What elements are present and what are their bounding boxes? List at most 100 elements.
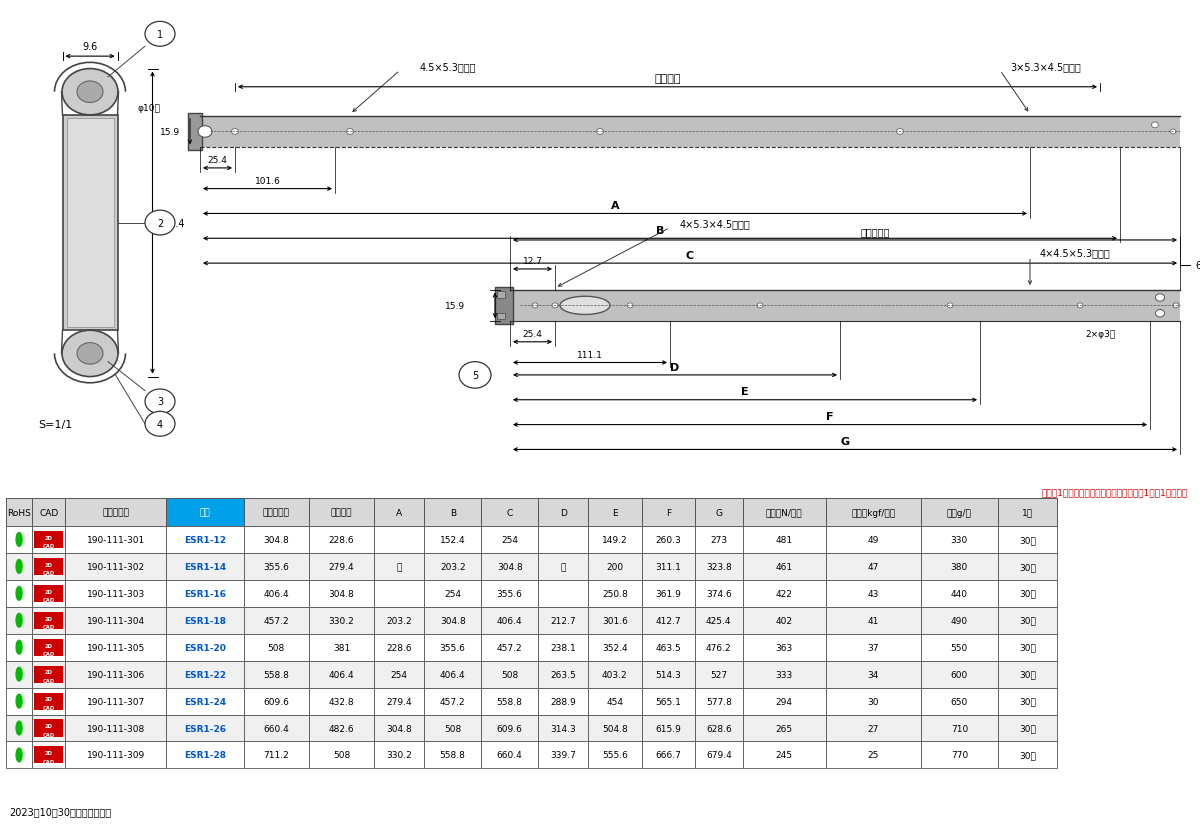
Bar xyxy=(826,526,920,553)
Text: 565.1: 565.1 xyxy=(655,696,682,705)
Bar xyxy=(588,634,642,661)
Circle shape xyxy=(1156,310,1164,318)
Bar xyxy=(998,688,1057,715)
Bar xyxy=(642,715,695,742)
Text: ESR1-28: ESR1-28 xyxy=(184,751,226,759)
Bar xyxy=(642,688,695,715)
Text: 406.4: 406.4 xyxy=(497,616,522,625)
Text: ESR1-26: ESR1-26 xyxy=(184,724,226,733)
Text: 3: 3 xyxy=(157,397,163,407)
Circle shape xyxy=(16,641,22,654)
Text: 323.8: 323.8 xyxy=(706,562,732,571)
Text: C: C xyxy=(506,508,512,517)
Circle shape xyxy=(552,304,558,308)
Text: 4×5.3×4.5長円穴: 4×5.3×4.5長円穴 xyxy=(680,219,751,229)
Bar xyxy=(695,607,743,634)
Bar xyxy=(642,581,695,607)
Bar xyxy=(308,715,374,742)
Bar xyxy=(62,116,118,331)
Bar xyxy=(66,119,114,327)
Bar xyxy=(374,715,424,742)
Bar xyxy=(695,526,743,553)
Bar xyxy=(920,634,998,661)
Text: 15.9: 15.9 xyxy=(445,302,466,310)
Text: CAD: CAD xyxy=(43,543,55,548)
Text: 260.3: 260.3 xyxy=(655,535,682,544)
Text: 238.1: 238.1 xyxy=(551,643,576,652)
Bar xyxy=(308,499,374,526)
Text: 190-111-303: 190-111-303 xyxy=(86,589,145,598)
Bar xyxy=(35,585,64,602)
Text: B: B xyxy=(450,508,456,517)
Text: G: G xyxy=(840,437,850,447)
Text: CAD: CAD xyxy=(43,678,55,683)
Text: 30本: 30本 xyxy=(1019,589,1036,598)
Bar xyxy=(588,553,642,581)
Bar xyxy=(826,634,920,661)
Bar xyxy=(374,634,424,661)
Bar xyxy=(826,742,920,768)
Text: 482.6: 482.6 xyxy=(329,724,354,733)
Bar xyxy=(167,661,244,688)
Bar xyxy=(35,639,64,656)
Bar xyxy=(743,499,826,526)
Circle shape xyxy=(145,211,175,236)
Bar xyxy=(66,499,167,526)
Circle shape xyxy=(145,390,175,414)
Text: 457.2: 457.2 xyxy=(264,616,289,625)
Bar xyxy=(244,581,308,607)
Text: 660.4: 660.4 xyxy=(263,724,289,733)
Bar xyxy=(743,742,826,768)
Bar xyxy=(35,612,64,629)
Bar xyxy=(424,661,481,688)
Text: レール長さ: レール長さ xyxy=(860,227,889,237)
Bar xyxy=(743,634,826,661)
Text: 2023年10月30日の情報です。: 2023年10月30日の情報です。 xyxy=(10,806,112,816)
Bar xyxy=(920,661,998,688)
Text: 403.2: 403.2 xyxy=(602,670,628,679)
Text: 609.6: 609.6 xyxy=(263,696,289,705)
Bar xyxy=(424,742,481,768)
Text: 質量g/本: 質量g/本 xyxy=(947,508,972,517)
Bar xyxy=(424,634,481,661)
Text: 263.5: 263.5 xyxy=(551,670,576,679)
Bar xyxy=(374,526,424,553)
Text: 2D: 2D xyxy=(44,696,53,701)
Bar xyxy=(642,553,695,581)
Bar xyxy=(244,553,308,581)
Text: 330: 330 xyxy=(950,535,968,544)
Bar xyxy=(998,715,1057,742)
Bar xyxy=(308,581,374,607)
Bar xyxy=(374,607,424,634)
Text: 200: 200 xyxy=(606,562,624,571)
Bar xyxy=(66,553,167,581)
Circle shape xyxy=(347,129,354,136)
Bar xyxy=(6,688,32,715)
Bar xyxy=(826,688,920,715)
Bar xyxy=(66,526,167,553)
Bar xyxy=(998,553,1057,581)
Bar xyxy=(826,553,920,581)
Text: 111.1: 111.1 xyxy=(577,351,602,359)
Bar xyxy=(308,742,374,768)
Text: 203.2: 203.2 xyxy=(440,562,466,571)
Bar xyxy=(6,742,32,768)
Text: RoHS: RoHS xyxy=(7,508,31,517)
Bar xyxy=(588,715,642,742)
Text: 615.9: 615.9 xyxy=(655,724,682,733)
Text: 30本: 30本 xyxy=(1019,562,1036,571)
Text: 304.8: 304.8 xyxy=(497,562,522,571)
Circle shape xyxy=(16,748,22,762)
Bar xyxy=(695,715,743,742)
Text: 1箱: 1箱 xyxy=(1022,508,1033,517)
Text: 耐荷重kgf/ペア: 耐荷重kgf/ペア xyxy=(851,508,895,517)
Bar xyxy=(32,715,66,742)
Bar xyxy=(481,688,539,715)
Circle shape xyxy=(458,362,491,389)
Text: 412.7: 412.7 xyxy=(655,616,682,625)
Circle shape xyxy=(62,331,118,377)
Text: 254: 254 xyxy=(391,670,408,679)
Text: 2D: 2D xyxy=(44,589,53,594)
Text: 30本: 30本 xyxy=(1019,724,1036,733)
Bar xyxy=(588,661,642,688)
